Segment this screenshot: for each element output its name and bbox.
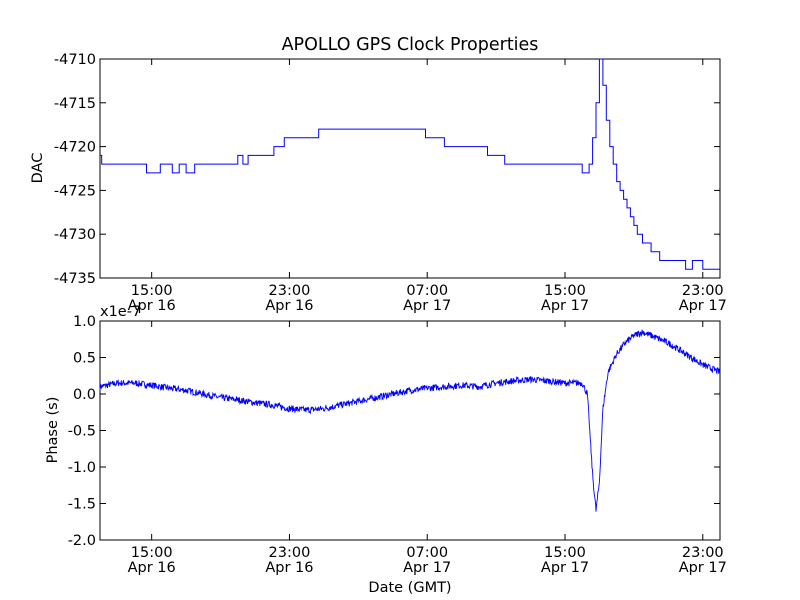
phase-scale-label: x1e-7 xyxy=(100,304,141,320)
y-tick-label: -2.0 xyxy=(68,533,96,549)
phase-y-axis-label: Phase (s) xyxy=(45,397,61,464)
y-tick-label: 1.0 xyxy=(73,314,96,330)
x-tick-date-label: Apr 16 xyxy=(128,298,176,314)
dac-plot-area xyxy=(99,58,721,279)
y-tick-label: -4735 xyxy=(54,271,96,287)
y-tick-label: -4710 xyxy=(54,52,96,68)
x-tick-time-label: 23:00 xyxy=(269,283,311,299)
dac-y-ticks: -4710 -4715 -4720 -4725 -4730 -4735 xyxy=(54,52,720,287)
phase-plot-area xyxy=(99,320,721,541)
x-tick-time-label: 15:00 xyxy=(131,283,173,299)
x-tick-date-label: Apr 17 xyxy=(403,560,451,576)
dac-y-axis-label: DAC xyxy=(30,153,46,184)
x-tick-time-label: 15:00 xyxy=(131,545,173,561)
x-tick-time-label: 07:00 xyxy=(406,545,448,561)
chart-title: APOLLO GPS Clock Properties xyxy=(282,35,539,55)
x-tick-time-label: 23:00 xyxy=(682,545,724,561)
y-tick-label: -4720 xyxy=(54,140,96,156)
x-tick-date-label: Apr 16 xyxy=(128,560,176,576)
x-tick-time-label: 07:00 xyxy=(406,283,448,299)
phase-series-line xyxy=(99,329,721,512)
y-tick-label: -4730 xyxy=(54,227,96,243)
x-tick-date-label: Apr 16 xyxy=(265,560,313,576)
x-tick-time-label: 23:00 xyxy=(269,545,311,561)
dac-panel: -4710-4715-4720-4725-4730-4735 15:00Apr … xyxy=(30,52,727,314)
phase-y-ticks: 1.0 0.5 0.0 -0.5 -1.0 -1.5 -2.0 xyxy=(68,314,720,549)
y-tick-label: 0.5 xyxy=(73,351,96,367)
dac-series-line xyxy=(100,58,720,270)
y-tick-label: -1.5 xyxy=(68,497,96,513)
x-tick-date-label: Apr 17 xyxy=(541,560,589,576)
y-tick-label: -0.5 xyxy=(68,424,96,440)
x-tick-time-label: 15:00 xyxy=(544,283,586,299)
x-tick-date-label: Apr 17 xyxy=(403,298,451,314)
x-tick-date-label: Apr 17 xyxy=(541,298,589,314)
x-tick-date-label: Apr 17 xyxy=(679,560,727,576)
x-tick-time-label: 15:00 xyxy=(544,545,586,561)
y-tick-label: -4725 xyxy=(54,183,96,199)
y-tick-label: -4715 xyxy=(54,96,96,112)
y-tick-label: -1.0 xyxy=(68,460,96,476)
x-tick-time-label: 23:00 xyxy=(682,283,724,299)
x-tick-date-label: Apr 16 xyxy=(265,298,313,314)
x-tick-date-label: Apr 17 xyxy=(679,298,727,314)
y-tick-label: 0.0 xyxy=(73,387,96,403)
x-axis-label: Date (GMT) xyxy=(368,580,451,596)
